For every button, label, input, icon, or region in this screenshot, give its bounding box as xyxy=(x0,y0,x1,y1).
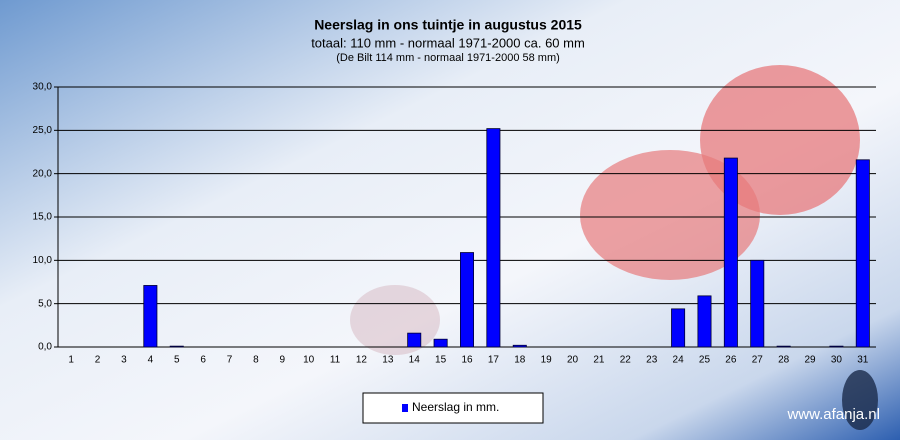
legend xyxy=(362,392,544,424)
x-tick-label: 29 xyxy=(804,355,816,366)
bar xyxy=(433,338,448,348)
y-tick-label: 20,0 xyxy=(33,168,53,179)
x-tick-label: 10 xyxy=(303,355,315,366)
bar xyxy=(671,308,686,348)
x-tick-label: 19 xyxy=(541,355,553,366)
x-tick-label: 17 xyxy=(488,355,500,366)
y-tick-label: 25,0 xyxy=(33,125,53,136)
watermark: www.afanja.nl xyxy=(786,406,880,423)
x-tick-label: 8 xyxy=(253,355,259,366)
chart-note: (De Bilt 114 mm - normaal 1971-2000 58 m… xyxy=(336,52,560,64)
x-tick-label: 7 xyxy=(227,355,233,366)
x-tick-label: 30 xyxy=(831,355,843,366)
x-tick-label: 9 xyxy=(280,355,286,366)
y-tick-label: 15,0 xyxy=(33,212,53,223)
bar xyxy=(512,344,527,348)
bar xyxy=(407,332,422,348)
bar xyxy=(697,295,712,348)
x-tick-label: 2 xyxy=(95,355,101,366)
decor xyxy=(842,370,878,430)
x-tick-label: 24 xyxy=(673,355,685,366)
x-tick-label: 6 xyxy=(200,355,206,366)
x-tick-label: 31 xyxy=(857,355,869,366)
x-tick-label: 14 xyxy=(409,355,421,366)
x-tick-label: 18 xyxy=(514,355,526,366)
decor xyxy=(580,150,760,280)
x-tick-label: 5 xyxy=(174,355,180,366)
x-tick-label: 20 xyxy=(567,355,579,366)
bar xyxy=(776,345,791,348)
x-tick-label: 13 xyxy=(382,355,394,366)
legend-label: Neerslag in mm. xyxy=(412,400,499,414)
bar xyxy=(855,159,870,348)
x-tick-label: 1 xyxy=(68,355,74,366)
x-tick-label: 22 xyxy=(620,355,632,366)
x-tick-label: 23 xyxy=(646,355,658,366)
bar xyxy=(143,285,158,348)
y-tick-label: 5,0 xyxy=(38,298,52,309)
chart-title: Neerslag in ons tuintje in augustus 2015 xyxy=(314,17,582,33)
y-tick-label: 30,0 xyxy=(33,82,53,93)
x-tick-label: 3 xyxy=(121,355,127,366)
y-tick-label: 10,0 xyxy=(33,255,53,266)
bar xyxy=(829,345,844,348)
x-tick-label: 16 xyxy=(461,355,473,366)
bar xyxy=(169,345,184,348)
x-tick-label: 21 xyxy=(593,355,605,366)
x-tick-label: 12 xyxy=(356,355,368,366)
legend-swatch xyxy=(402,404,408,412)
x-tick-label: 28 xyxy=(778,355,790,366)
chart-subtitle: totaal: 110 mm - normaal 1971-2000 ca. 6… xyxy=(311,35,585,50)
x-tick-label: 11 xyxy=(330,355,341,366)
x-tick-label: 26 xyxy=(725,355,737,366)
bar xyxy=(723,157,738,348)
x-tick-label: 27 xyxy=(752,355,764,366)
x-tick-label: 15 xyxy=(435,355,447,366)
decor xyxy=(350,285,440,355)
bar xyxy=(486,128,501,348)
y-tick-label: 0,0 xyxy=(38,342,52,353)
x-tick-label: 4 xyxy=(148,355,154,366)
bar xyxy=(460,252,474,348)
x-tick-label: 25 xyxy=(699,355,711,366)
bar xyxy=(750,259,765,348)
